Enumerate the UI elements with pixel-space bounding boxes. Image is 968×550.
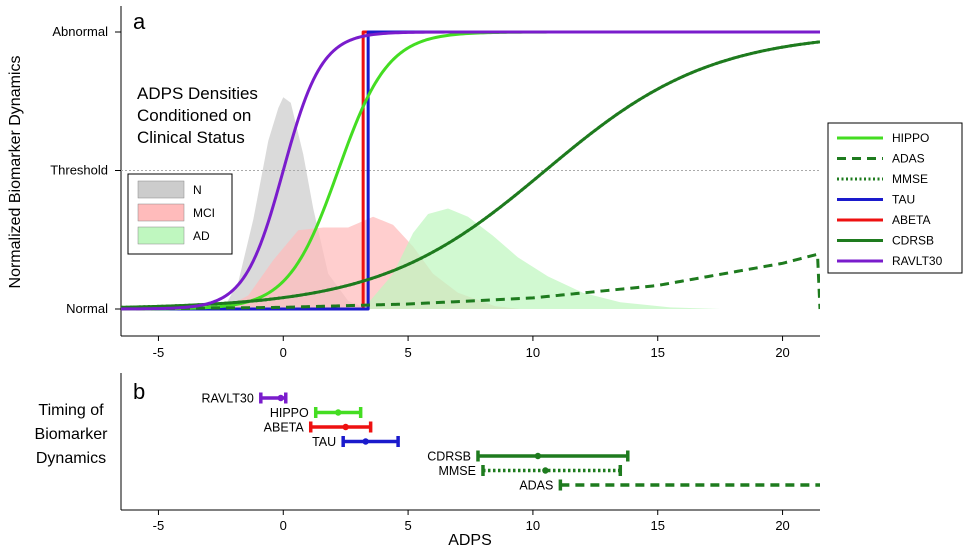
curve-mmse [121,40,820,309]
interval-cdrsb: CDRSB [427,450,630,464]
interval-label: HIPPO [270,406,309,420]
panel-letter-a: a [133,9,146,34]
density-legend-item-ad: AD [137,226,210,245]
interval-adas: ADAS [519,479,820,493]
x-tick-label-b: 5 [404,518,411,533]
density-legend: N MCI AD [127,173,233,255]
panel-b: b Timing of Biomarker Dynamics -5 0 5 10 15 2… [35,373,820,549]
curve-adas [121,252,820,311]
density-legend-swatch [137,180,185,199]
density-legend-label: AD [193,229,210,243]
y-axis-title: Normalized Biomarker Dynamics [7,56,24,289]
legend-item-hippo: HIPPO [837,131,929,145]
x-tick-label-a: 0 [280,345,287,360]
legend-label: HIPPO [892,131,929,145]
density-legend-item-mci: MCI [137,203,215,222]
axes-a: -5 0 5 10 15 20 Normal Threshold Abnormal [50,24,790,360]
x-tick-label-b: 15 [650,518,664,533]
biomarker-curves [121,30,820,311]
legend-label: CDRSB [892,234,934,248]
interval-center [342,423,349,431]
interval-hippo: HIPPO [270,406,363,420]
interval-center [534,452,542,460]
interval-mmse: MMSE [438,464,623,478]
interval-label: CDRSB [427,450,471,464]
legend-item-cdrsb: CDRSB [837,234,934,248]
density-n [223,97,369,309]
legend-label: MMSE [892,172,928,186]
legend-item-adas: ADAS [837,152,925,166]
axes-b: -5 0 5 10 15 20 [153,510,790,533]
interval-label: ADAS [519,479,553,493]
legend-item-mmse: MMSE [837,172,928,186]
density-legend-swatch [137,203,185,222]
legend-item-ravlt30: RAVLT30 [837,254,943,268]
x-axis-title: ADPS [448,532,492,549]
timing-title-line-2: Biomarker [35,426,109,443]
interval-label: TAU [312,435,336,449]
interval-center [277,394,284,402]
legend-item-abeta: ABETA [837,213,930,227]
interval-tau: TAU [312,435,400,449]
density-inset-title: ADPS Densities Conditioned on Clinical S… [137,84,258,147]
x-tick-label-b: 0 [280,518,287,533]
y-tick-label-threshold: Threshold [50,163,108,178]
legend-label: TAU [892,193,915,207]
interval-center [334,409,342,416]
legend-label: ADAS [892,152,925,166]
inset-title-line-1: ADPS Densities [137,84,258,103]
timing-title-line-3: Dynamics [36,450,106,467]
timing-title-line-1: Timing of [38,402,104,419]
legend-label: ABETA [892,213,930,227]
x-tick-label-b: -5 [153,518,165,533]
legend-item-tau: TAU [837,193,915,207]
x-tick-label-a: 15 [650,345,664,360]
x-tick-label-a: 20 [775,345,789,360]
x-tick-label-a: 5 [404,345,411,360]
x-tick-label-a: 10 [526,345,540,360]
interval-ravlt30: RAVLT30 [201,392,288,406]
curve-ravlt30 [121,30,820,311]
density-ad [363,208,721,309]
interval-label: RAVLT30 [201,392,253,406]
x-tick-label-b: 10 [526,518,540,533]
inset-title-line-3: Clinical Status [137,128,245,147]
density-legend-swatch [137,226,185,245]
density-legend-item-n: N [137,180,202,199]
interval-center [542,467,549,474]
y-tick-label-normal: Normal [66,301,108,316]
x-tick-label-b: 20 [775,518,789,533]
x-tick-label-a: -5 [153,345,165,360]
interval-label: MMSE [438,464,476,478]
interval-label: ABETA [264,421,305,435]
interval-center [362,438,369,445]
density-legend-label: MCI [193,206,215,220]
legend-label: RAVLT30 [892,254,943,268]
density-areas [223,97,721,309]
series-legend-box [827,122,963,274]
inset-title-line-2: Conditioned on [137,106,251,125]
y-tick-label-abnormal: Abnormal [52,24,108,39]
series-legend: HIPPO ADAS MMSE TAU ABETA CDRSB RAVLT30 [827,122,963,274]
panel-a: Normalized Biomarker Dynamics a -5 0 5 10 15… [7,6,963,360]
interval-abeta: ABETA [264,421,373,435]
panel-letter-b: b [133,379,145,404]
density-legend-label: N [193,183,202,197]
